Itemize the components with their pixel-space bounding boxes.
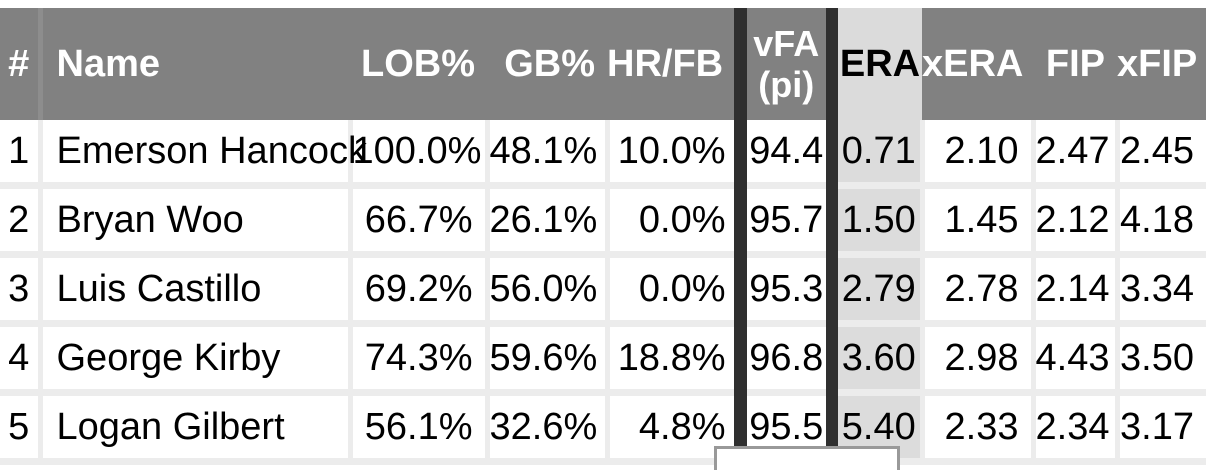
hr-fb-cell: 18.8% [607,323,747,396]
xfip-cell: 3.17 [1117,392,1206,465]
player-name-link[interactable]: Luis Castillo [40,254,353,327]
table-row: 3 Luis Castillo 69.2% 56.0% 0.0% 95.3 2.… [0,254,1206,327]
rank-cell: 5 [0,392,43,465]
gb-pct-cell: 26.1% [487,185,610,258]
gb-pct-cell: 59.6% [487,323,610,396]
xera-cell: 2.33 [922,392,1036,465]
xfip-cell: 4.18 [1117,185,1206,258]
fip-cell: 2.12 [1033,185,1120,258]
col-header-rank[interactable]: # [0,8,43,120]
fip-cell: 2.14 [1033,254,1120,327]
lob-pct-cell: 74.3% [350,323,490,396]
player-name-link[interactable]: George Kirby [40,323,353,396]
rank-cell: 4 [0,323,43,396]
table-row: 5 Logan Gilbert 56.1% 32.6% 4.8% 95.5 5.… [0,392,1206,465]
era-cell: 0.71 [832,120,925,189]
gb-pct-cell: 56.0% [487,254,610,327]
fip-cell: 4.43 [1033,323,1120,396]
table-row: 2 Bryan Woo 66.7% 26.1% 0.0% 95.7 1.50 1… [0,185,1206,258]
lob-pct-cell: 66.7% [350,185,490,258]
xera-cell: 2.98 [922,323,1036,396]
lob-pct-cell: 56.1% [350,392,490,465]
vfa-label-line1: vFA [753,22,820,64]
hr-fb-cell: 4.8% [607,392,747,465]
col-header-fip[interactable]: FIP [1033,8,1117,120]
gb-pct-cell: 48.1% [487,120,610,189]
era-cell: 1.50 [832,185,925,258]
hr-fb-cell: 10.0% [607,120,747,189]
col-header-name[interactable]: Name [40,8,350,120]
vfa-label-line2: (pi) [758,64,815,105]
col-header-vfa-pi[interactable]: vFA (pi) [740,8,838,120]
xera-cell: 2.78 [922,254,1036,327]
table-row: 4 George Kirby 74.3% 59.6% 18.8% 96.8 3.… [0,323,1206,396]
xera-cell: 2.10 [922,120,1036,189]
xfip-cell: 3.50 [1117,323,1206,396]
vfa-pi-cell: 95.3 [740,254,838,327]
vfa-pi-cell: 96.8 [740,323,838,396]
lob-pct-cell: 69.2% [350,254,490,327]
xfip-cell: 3.34 [1117,254,1206,327]
rank-cell: 3 [0,254,43,327]
fip-cell: 2.47 [1033,120,1120,189]
col-header-xera[interactable]: xERA [922,8,1033,120]
vfa-pi-cell: 94.4 [740,120,838,189]
hr-fb-cell: 0.0% [607,185,747,258]
tooltip [714,446,900,470]
col-header-era-sorted[interactable]: ERA [832,8,922,120]
hr-fb-cell: 0.0% [607,254,747,327]
col-header-hr-fb[interactable]: HR/FB [607,8,747,120]
xera-cell: 1.45 [922,185,1036,258]
table-row: 1 Emerson Hancock 100.0% 48.1% 10.0% 94.… [0,120,1206,189]
rank-cell: 2 [0,185,43,258]
player-name-link[interactable]: Emerson Hancock [40,120,367,189]
rank-cell: 1 [0,120,43,189]
xfip-cell: 2.45 [1117,120,1206,189]
gb-pct-cell: 32.6% [487,392,610,465]
stats-table-wrap: # Name LOB% GB% HR/FB vFA (pi) ERA xERA … [0,8,1206,465]
col-header-lob-pct[interactable]: LOB% [350,8,487,120]
player-name-link[interactable]: Bryan Woo [40,185,353,258]
col-header-gb-pct[interactable]: GB% [487,8,607,120]
era-cell: 2.79 [832,254,925,327]
era-cell: 3.60 [832,323,925,396]
lob-pct-cell: 100.0% [350,120,490,189]
pitching-stats-table: # Name LOB% GB% HR/FB vFA (pi) ERA xERA … [0,8,1206,465]
player-name-link[interactable]: Logan Gilbert [40,392,353,465]
header-row: # Name LOB% GB% HR/FB vFA (pi) ERA xERA … [0,8,1206,120]
col-header-xfip[interactable]: xFIP [1117,8,1206,120]
vfa-pi-cell: 95.7 [740,185,838,258]
fip-cell: 2.34 [1033,392,1120,465]
